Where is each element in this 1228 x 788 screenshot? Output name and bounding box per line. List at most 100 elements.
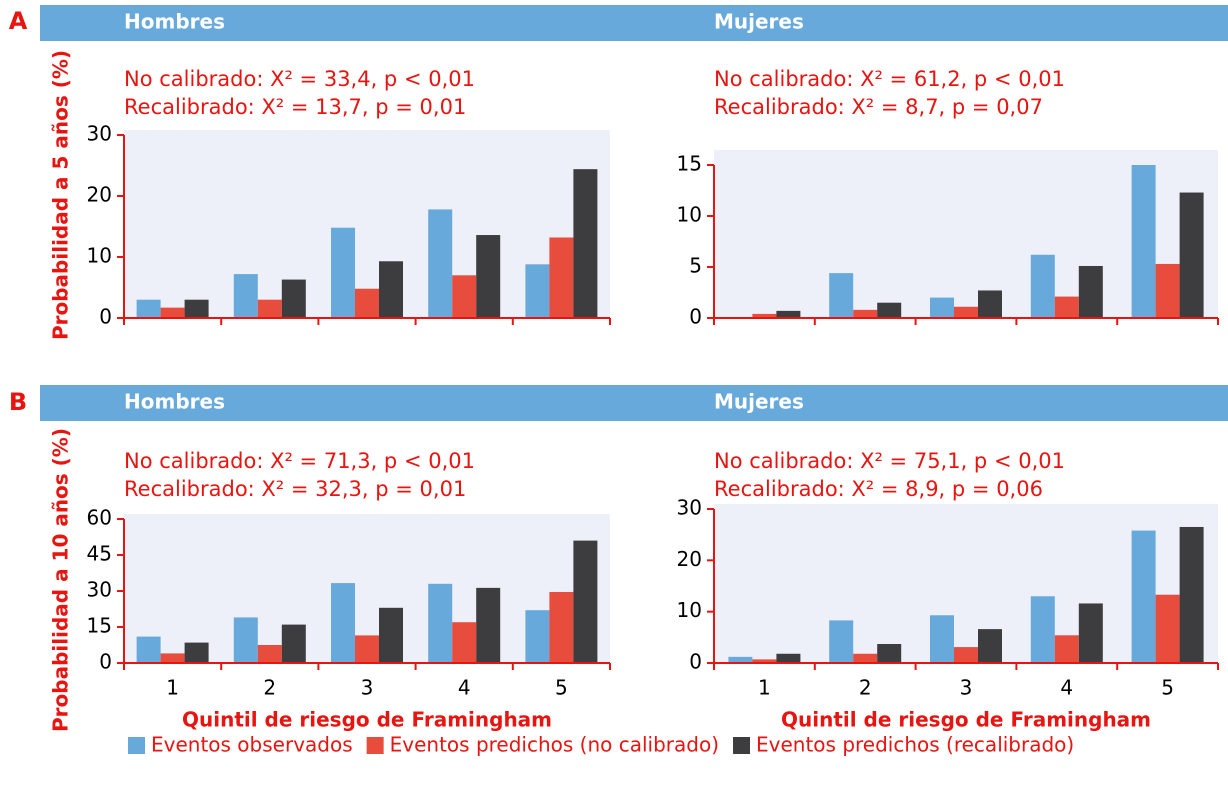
bar: [1131, 530, 1156, 663]
annotation: Recalibrado: X² = 8,9, p = 0,06: [714, 477, 1043, 501]
bar: [1030, 254, 1055, 318]
bar: [853, 653, 878, 663]
bar: [428, 583, 453, 663]
y-tick-label: 0: [689, 650, 702, 674]
bar: [331, 227, 355, 318]
annotation: No calibrado: X² = 75,1, p < 0,01: [714, 449, 1065, 473]
bar: [954, 647, 978, 663]
panel-header: Mujeres: [714, 10, 804, 34]
legend-swatch: [733, 737, 751, 754]
y-tick-label: 0: [99, 650, 112, 674]
legend-swatch: [128, 737, 145, 754]
y-tick-label: 20: [677, 547, 702, 571]
x-tick-label: 3: [361, 676, 374, 700]
bar: [776, 653, 801, 663]
bar: [233, 617, 258, 663]
bar: [428, 209, 453, 318]
bar: [1131, 165, 1156, 318]
bar: [476, 587, 501, 663]
annotation: No calibrado: X² = 33,4, p < 0,01: [124, 67, 475, 91]
annotation: Recalibrado: X² = 8,7, p = 0,07: [714, 95, 1043, 119]
bar: [853, 309, 878, 318]
bar: [136, 299, 161, 318]
bar: [752, 659, 777, 663]
y-tick-label: 60: [87, 506, 112, 530]
y-tick-label: 30: [87, 122, 112, 146]
y-tick-label: 15: [87, 614, 112, 638]
bar: [829, 273, 854, 318]
y-tick-label: 15: [677, 152, 702, 176]
legend-swatch: [366, 737, 384, 754]
x-tick-label: 5: [1161, 676, 1174, 700]
panel-header: Hombres: [124, 10, 225, 34]
bar: [877, 644, 902, 663]
bar: [978, 629, 1002, 663]
panel-header: Mujeres: [714, 390, 804, 414]
y-tick-label: 0: [99, 305, 112, 329]
y-tick-label: 20: [87, 183, 112, 207]
bar: [160, 307, 185, 318]
bar: [1078, 265, 1103, 318]
bar: [233, 274, 258, 318]
bar: [549, 591, 574, 663]
bar: [752, 313, 777, 318]
bar: [1030, 596, 1055, 663]
x-tick-label: 5: [555, 676, 568, 700]
bar: [257, 299, 282, 318]
bar: [355, 635, 379, 663]
bar: [525, 610, 550, 663]
x-tick-label: 3: [960, 676, 973, 700]
bar: [573, 540, 598, 663]
bar: [1054, 296, 1079, 318]
bar: [136, 636, 161, 663]
bar: [379, 261, 403, 318]
x-tick-label: 2: [859, 676, 872, 700]
bar: [1155, 263, 1180, 318]
legend-label: Eventos predichos (no calibrado): [390, 733, 719, 757]
y-tick-label: 45: [87, 542, 112, 566]
bar: [877, 302, 902, 318]
y-tick-label: 0: [689, 305, 702, 329]
legend-label: Eventos predichos (recalibrado): [756, 733, 1074, 757]
bar: [728, 656, 753, 663]
bar: [160, 653, 185, 663]
bar: [525, 264, 550, 318]
annotation: No calibrado: X² = 61,2, p < 0,01: [714, 67, 1065, 91]
bar: [1054, 635, 1079, 663]
bar: [1155, 594, 1180, 663]
bar: [452, 622, 477, 663]
bar: [476, 235, 501, 318]
x-axis-label: Quintil de riesgo de Framingham: [781, 708, 1151, 732]
bar: [573, 169, 598, 318]
x-tick-label: 1: [166, 676, 179, 700]
y-axis-label: Probabilidad a 10 años (%): [49, 428, 73, 732]
x-tick-label: 4: [1060, 676, 1073, 700]
y-tick-label: 30: [677, 496, 702, 520]
bar: [184, 642, 209, 663]
bar: [549, 237, 574, 318]
y-tick-label: 10: [677, 203, 702, 227]
y-tick-label: 10: [87, 244, 112, 268]
bar: [1078, 603, 1103, 663]
bar: [331, 583, 355, 663]
bar: [829, 620, 854, 663]
bar: [184, 299, 209, 318]
annotation: No calibrado: X² = 71,3, p < 0,01: [124, 449, 475, 473]
annotation: Recalibrado: X² = 13,7, p = 0,01: [124, 95, 466, 119]
bar: [776, 310, 801, 318]
y-tick-label: 10: [677, 598, 702, 622]
y-tick-label: 30: [87, 578, 112, 602]
bar: [1179, 192, 1204, 318]
panel-header: Hombres: [124, 390, 225, 414]
x-tick-label: 2: [263, 676, 276, 700]
bar: [452, 275, 477, 318]
panel-label: B: [9, 388, 27, 416]
bar: [1179, 526, 1204, 663]
bar: [379, 607, 403, 663]
bar: [281, 624, 306, 663]
y-tick-label: 5: [689, 254, 702, 278]
bar: [954, 306, 978, 318]
bar: [257, 645, 282, 663]
